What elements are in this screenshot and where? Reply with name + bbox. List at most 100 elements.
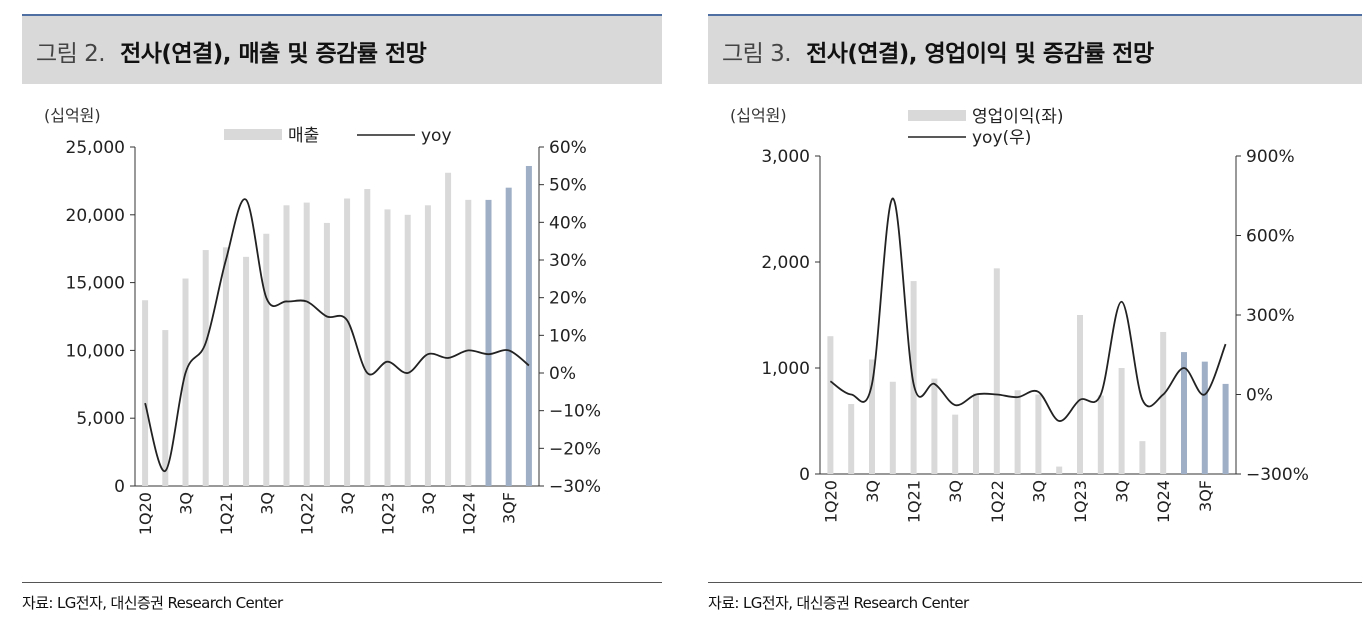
- revenue-bar-2Q24: [485, 199, 492, 486]
- revenue-bar-1Q24: [465, 199, 472, 486]
- revenue-bar-3Q21: [263, 233, 270, 486]
- op-profit-legend-bar-label: 영업이익(좌): [972, 107, 1063, 127]
- figure-2-label: 그림 2.: [36, 41, 106, 67]
- op-profit-bar-2Q22: [1014, 390, 1021, 474]
- revenue-bar-4Q22: [364, 189, 371, 486]
- op-profit-left-tick-label: 0: [799, 465, 810, 485]
- op-profit-left-tick-label: 3,000: [761, 147, 810, 167]
- revenue-legend-line-label: yoy: [421, 126, 452, 146]
- figure-2-source: 자료: LG전자, 대신증권 Research Center: [22, 594, 283, 612]
- revenue-bar-3QF: [505, 187, 512, 486]
- revenue-chart: (십억원) 25,000 20,000 15,000 10,000 5,000 0 60% 50…: [44, 106, 601, 535]
- op-profit-right-tick-label: −300%: [1246, 465, 1309, 485]
- figure-3-label: 그림 3.: [722, 41, 792, 67]
- revenue-bar-1Q21: [222, 247, 229, 486]
- revenue-bar-1Q20: [142, 300, 149, 486]
- op-profit-bar-2Q21: [931, 378, 938, 474]
- op-profit-x-tick-label: 1Q24: [1154, 480, 1173, 523]
- revenue-unit-label: (십억원): [44, 106, 101, 125]
- revenue-x-tick-label: 3Q: [338, 492, 357, 515]
- op-profit-bar-4QF: [1222, 383, 1229, 474]
- revenue-left-tick-label: 20,000: [66, 206, 125, 226]
- op-profit-bar-4Q22: [1056, 466, 1063, 474]
- op-profit-left-tick-label: 1,000: [761, 359, 810, 379]
- revenue-right-tick-label: 0%: [549, 364, 576, 384]
- op-profit-x-tick-label: 3Q: [1113, 480, 1132, 503]
- op-profit-bar-1Q24: [1160, 331, 1167, 474]
- op-profit-right-tick-label: 0%: [1246, 386, 1273, 406]
- figure-3-source: 자료: LG전자, 대신증권 Research Center: [708, 594, 969, 612]
- revenue-right-tick-label: 20%: [549, 289, 587, 309]
- revenue-bar-3Q20: [182, 278, 189, 486]
- revenue-x-tick-label: 3Q: [419, 492, 438, 515]
- op-profit-x-tick-label: 3Q: [1029, 480, 1048, 503]
- revenue-legend-bar-swatch: [224, 129, 282, 140]
- revenue-bar-4Q23: [445, 172, 452, 486]
- op-profit-bar-4Q20: [889, 381, 896, 474]
- figure-3-title-bar: 그림 3. 전사(연결), 영업이익 및 증감률 전망: [708, 14, 1362, 84]
- revenue-bar-2Q23: [404, 214, 411, 487]
- op-profit-bar-3Q20: [869, 359, 875, 474]
- revenue-right-tick-label: 30%: [549, 251, 587, 271]
- revenue-x-tick-label: 3QF: [500, 492, 519, 524]
- revenue-right-tick-label: 60%: [549, 138, 587, 158]
- revenue-right-tick-label: 40%: [549, 213, 587, 233]
- op-profit-bar-3Q21: [952, 414, 959, 474]
- revenue-x-tick-label: 3Q: [257, 492, 276, 515]
- figure-3-panel: 그림 3. 전사(연결), 영업이익 및 증감률 전망 (십억원) 3,000 2,…: [708, 14, 1362, 614]
- figure-2-title: 그림 2. 전사(연결), 매출 및 증감률 전망: [36, 34, 427, 68]
- op-profit-bar-4Q21: [973, 393, 979, 474]
- op-profit-x-tick-label: 1Q22: [988, 480, 1007, 523]
- op-profit-bar-2Q20: [848, 404, 855, 474]
- op-profit-x-tick-label: 1Q20: [821, 480, 840, 523]
- revenue-bar-4QF: [525, 165, 532, 486]
- op-profit-left-tick-label: 2,000: [761, 253, 810, 273]
- figure-2-panel: 그림 2. 전사(연결), 매출 및 증감률 전망 (십억원) 25,000 20,…: [22, 14, 662, 614]
- revenue-x-tick-label: 1Q20: [136, 492, 155, 535]
- revenue-x-tick-label: 1Q23: [379, 492, 398, 535]
- operating-profit-chart: (십억원) 3,000 2,000 1,000 0 900% 600% 300% 0% −300%…: [730, 106, 1309, 523]
- revenue-right-tick-label: 50%: [549, 176, 587, 196]
- revenue-right-tick-label: −30%: [549, 477, 601, 497]
- figure-2-title-bar: 그림 2. 전사(연결), 매출 및 증감률 전망: [22, 14, 662, 84]
- revenue-left-tick-label: 0: [114, 477, 125, 497]
- op-profit-unit-label: (십억원): [730, 106, 787, 125]
- op-profit-x-tick-label: 3QF: [1196, 480, 1215, 512]
- revenue-bar-1Q22: [303, 202, 310, 486]
- revenue-right-tick-label: 10%: [549, 326, 587, 346]
- op-profit-legend-bar-swatch: [908, 110, 966, 121]
- revenue-bar-4Q21: [283, 205, 290, 487]
- op-profit-bar-3QF: [1201, 361, 1208, 474]
- revenue-bar-2Q21: [243, 256, 250, 486]
- op-profit-x-tick-label: 1Q23: [1071, 480, 1090, 523]
- op-profit-right-tick-label: 600%: [1246, 227, 1295, 247]
- op-profit-bar-1Q21: [910, 281, 917, 474]
- revenue-x-tick-label: 1Q22: [298, 492, 317, 535]
- revenue-x-tick-label: 3Q: [177, 492, 196, 515]
- revenue-bar-4Q20: [202, 250, 209, 486]
- figure-3-title: 그림 3. 전사(연결), 영업이익 및 증감률 전망: [722, 34, 1154, 68]
- op-profit-bar-2Q23: [1097, 395, 1104, 474]
- figure-3-bottom-rule: [708, 582, 1362, 583]
- revenue-x-tick-label: 1Q24: [459, 492, 478, 535]
- op-profit-x-tick-label: 3Q: [946, 480, 965, 503]
- op-profit-legend-line-label: yoy(우): [972, 128, 1031, 148]
- op-profit-right-tick-label: 300%: [1246, 306, 1295, 326]
- revenue-x-tick-label: 1Q21: [217, 492, 236, 535]
- op-profit-x-tick-label: 1Q21: [905, 480, 924, 523]
- op-profit-right-tick-label: 900%: [1246, 147, 1295, 167]
- revenue-left-tick-label: 10,000: [66, 341, 125, 361]
- op-profit-yoy-line: [829, 197, 1227, 422]
- op-profit-x-tick-label: 3Q: [863, 480, 882, 503]
- revenue-right-tick-label: −20%: [549, 439, 601, 459]
- revenue-legend-bar-label: 매출: [288, 126, 319, 146]
- revenue-right-tick-label: −10%: [549, 402, 601, 422]
- op-profit-bar-4Q23: [1139, 441, 1146, 474]
- revenue-left-tick-label: 5,000: [76, 409, 125, 429]
- revenue-bar-3Q23: [424, 205, 431, 487]
- revenue-bar-1Q23: [384, 209, 391, 486]
- op-profit-bar-1Q20: [827, 336, 834, 474]
- figure-2-bottom-rule: [22, 582, 662, 583]
- op-profit-bar-3Q23: [1118, 368, 1125, 474]
- figure-3-title-text: 전사(연결), 영업이익 및 증감률 전망: [806, 41, 1154, 67]
